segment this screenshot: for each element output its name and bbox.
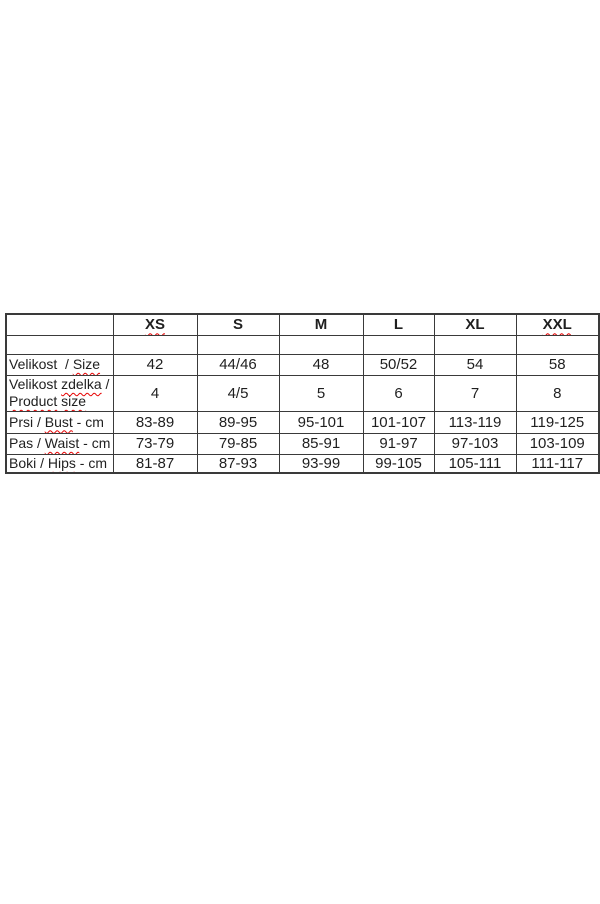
table-cell: 58 (515, 353, 600, 376)
table-row-bust: Prsi / Bust - cm 83-89 89-95 95-101 101-… (5, 410, 600, 434)
size-chart-table: XS S M L XL XXL Velikost / Size 42 44/46… (5, 313, 600, 474)
column-header-m: M (278, 313, 364, 336)
row-label-spacer (5, 334, 114, 355)
label-segment: Pas / (9, 435, 45, 451)
table-cell: 93-99 (278, 453, 364, 474)
label-segment: Boki / (9, 454, 48, 471)
table-cell: 4 (112, 374, 198, 412)
column-header-xs: XS (112, 313, 198, 336)
row-label-product-size: Velikost zdelka / Product size (5, 374, 114, 412)
table-cell: 6 (362, 374, 435, 412)
label-segment: Waist (44, 435, 80, 451)
table-cell: 83-89 (112, 410, 198, 434)
row-label-hips: Boki / Hips - cm (5, 453, 114, 474)
table-cell: 91-97 (362, 432, 435, 455)
table-cell (515, 334, 600, 355)
column-header-xl-label: XL (465, 316, 485, 334)
table-cell: 105-111 (433, 453, 517, 474)
table-row-product-size: Velikost zdelka / Product size 4 4/5 5 6 … (5, 374, 600, 412)
table-row-size: Velikost / Size 42 44/46 48 50/52 54 58 (5, 353, 600, 376)
table-cell: 113-119 (433, 410, 517, 434)
column-header-l: L (362, 313, 435, 336)
header-cell-blank (5, 313, 114, 336)
table-cell: 89-95 (196, 410, 280, 434)
table-cell: 119-125 (515, 410, 600, 434)
label-segment: Product (9, 393, 58, 409)
column-header-xxl: XXL (515, 313, 600, 336)
label-segment: Hips (47, 454, 76, 471)
column-header-l-label: L (393, 316, 404, 334)
label-segment: size (61, 393, 87, 409)
table-cell: 54 (433, 353, 517, 376)
label-segment: Size (72, 356, 101, 372)
table-cell: 4/5 (196, 374, 280, 412)
column-header-xs-label: XS (144, 316, 165, 334)
column-header-xxl-label: XXL (542, 316, 572, 334)
column-header-xl: XL (433, 313, 517, 336)
table-cell (112, 334, 198, 355)
table-cell: 81-87 (112, 453, 198, 474)
table-cell (362, 334, 435, 355)
table-cell: 79-85 (196, 432, 280, 455)
table-row-waist: Pas / Waist - cm 73-79 79-85 85-91 91-97… (5, 432, 600, 455)
label-segment: Velikost (9, 376, 62, 392)
label-segment: Prsi / (9, 413, 45, 430)
table-cell: 85-91 (278, 432, 364, 455)
table-row-hips: Boki / Hips - cm 81-87 87-93 93-99 99-10… (5, 453, 600, 474)
label-segment: / (101, 376, 110, 392)
table-cell: 8 (515, 374, 600, 412)
table-cell: 42 (112, 353, 198, 376)
table-cell (196, 334, 280, 355)
table-cell: 87-93 (196, 453, 280, 474)
column-header-s-label: S (232, 316, 243, 334)
column-header-s: S (196, 313, 280, 336)
label-segment: Velikost / (9, 356, 73, 372)
table-cell: 111-117 (515, 453, 600, 474)
table-row-spacer (5, 334, 600, 355)
label-segment: - cm (75, 454, 108, 471)
row-label-waist: Pas / Waist - cm (5, 432, 114, 455)
label-segment: Bust (44, 413, 73, 430)
table-cell: 50/52 (362, 353, 435, 376)
header-row: XS S M L XL XXL (5, 313, 600, 336)
table-cell: 5 (278, 374, 364, 412)
label-segment: - cm (79, 435, 111, 451)
label-segment: zdelka (61, 376, 102, 392)
table-cell: 97-103 (433, 432, 517, 455)
table-cell: 44/46 (196, 353, 280, 376)
table-cell (433, 334, 517, 355)
table-cell: 95-101 (278, 410, 364, 434)
table-cell: 7 (433, 374, 517, 412)
table-cell: 48 (278, 353, 364, 376)
table-cell: 103-109 (515, 432, 600, 455)
table-cell (278, 334, 364, 355)
table-cell: 73-79 (112, 432, 198, 455)
row-label-size: Velikost / Size (5, 353, 114, 376)
row-label-bust: Prsi / Bust - cm (5, 410, 114, 434)
column-header-m-label: M (314, 316, 328, 334)
label-segment: - cm (72, 413, 104, 430)
table-cell: 101-107 (362, 410, 435, 434)
table-cell: 99-105 (362, 453, 435, 474)
